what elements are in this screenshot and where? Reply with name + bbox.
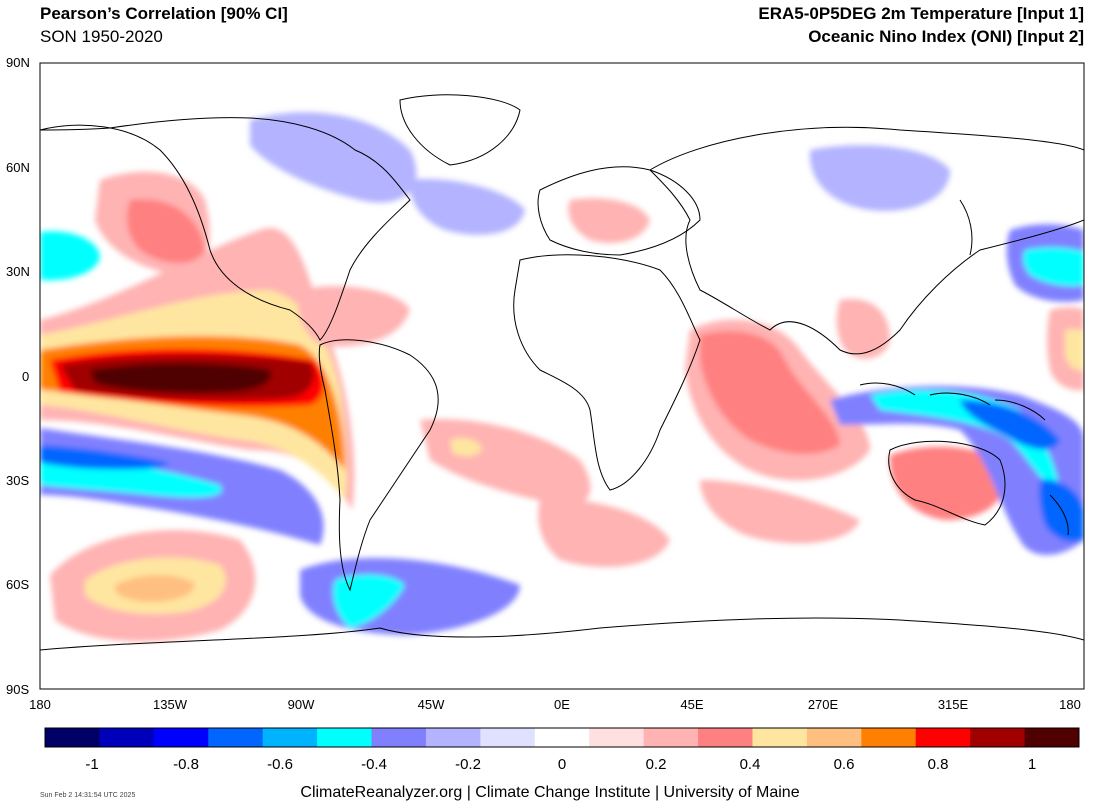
- nw-pacific-east-cyan: [1023, 247, 1084, 287]
- colorbar-swatch: [262, 728, 318, 747]
- maritime-negative-blue: [960, 400, 1060, 450]
- colorbar-swatch: [1024, 728, 1080, 747]
- south-atlantic-positive-2: [538, 499, 670, 568]
- indian-ocean-positive-mid: [700, 331, 840, 455]
- japan-outline: [959, 199, 973, 256]
- lat-label-90n: 90N: [6, 55, 30, 70]
- colorbar: [44, 727, 1080, 748]
- lon-label-270e: 270E: [807, 697, 839, 712]
- timestamp: Sun Feb 2 14:31:54 UTC 2025: [40, 792, 136, 799]
- canada-negative: [250, 112, 417, 203]
- colorbar-swatch: [698, 728, 753, 747]
- lon-label-180w: 180: [29, 697, 51, 712]
- colorbar-swatch: [317, 728, 373, 747]
- east-indian-ocean-positive: [700, 480, 860, 544]
- south-pacific-negative-blue: [40, 445, 170, 470]
- colorbar-swatch: [208, 728, 264, 747]
- colorbar-swatch: [371, 728, 427, 747]
- north-atlantic-negative: [409, 179, 525, 235]
- north-america-outline: [40, 117, 411, 341]
- lon-label-180e: 180: [1059, 697, 1081, 712]
- australia-positive: [889, 446, 1006, 520]
- colorbar-swatch: [153, 728, 209, 747]
- lat-label-60s: 60S: [6, 577, 30, 592]
- colorbar-swatch: [970, 728, 1026, 747]
- australia-outline: [888, 440, 1006, 526]
- europe-positive: [568, 198, 650, 244]
- lon-label-135w: 135W: [153, 697, 187, 712]
- colorbar-label-neg08: -0.8: [173, 756, 199, 773]
- antarctica-outline: [40, 617, 1084, 651]
- colorbar-swatch: [534, 728, 590, 747]
- europe-outline: [537, 166, 701, 256]
- lat-label-30s: 30S: [6, 473, 30, 488]
- colorbar-label-neg04: -0.4: [361, 756, 387, 773]
- nw-pacific-negative: [40, 231, 100, 281]
- lon-label-315e: 315E: [937, 697, 969, 712]
- lon-label-0e: 0E: [554, 697, 570, 712]
- colorbar-swatch: [425, 728, 481, 747]
- colorbar-swatch: [480, 728, 536, 747]
- colorbar-label-04: 0.4: [739, 756, 761, 773]
- north-pacific-positive-mid: [127, 199, 205, 264]
- colorbar-swatch: [806, 728, 862, 747]
- new-zealand-outline: [1049, 494, 1069, 536]
- colorbar-label-06: 0.6: [833, 756, 855, 773]
- map-frame: [39, 62, 1085, 690]
- colorbar-border: [44, 727, 1080, 748]
- colorbar-label-neg06: -0.6: [267, 756, 293, 773]
- greenland-outline: [399, 94, 521, 166]
- lon-label-90w: 90W: [287, 697, 315, 712]
- colorbar-label-neg02: -0.2: [455, 756, 481, 773]
- siberia-negative: [809, 145, 950, 211]
- atlantic-yellow-patch: [450, 438, 482, 457]
- colorbar-swatch: [589, 728, 645, 747]
- input-1-label: ERA5-0P5DEG 2m Temperature [Input 1]: [758, 4, 1084, 23]
- lat-label-0: 0: [22, 369, 30, 384]
- footer-credit: ClimateReanalyzer.org | Climate Change I…: [300, 784, 800, 801]
- drake-passage-cyan: [333, 574, 405, 628]
- lon-label-45w: 45W: [417, 697, 445, 712]
- east-edge-positive-mid: [1065, 329, 1084, 371]
- lat-label-30n: 30N: [6, 264, 30, 279]
- coastlines: [40, 94, 1084, 651]
- africa-outline: [513, 254, 701, 491]
- lat-label-90s: 90S: [6, 682, 30, 697]
- colorbar-swatch: [752, 728, 808, 747]
- lat-label-60n: 60N: [6, 160, 30, 175]
- correlation-field: [40, 63, 1084, 689]
- colorbar-label-neg1: -1: [85, 756, 99, 773]
- asia-outline: [649, 126, 1084, 355]
- colorbar-swatch: [99, 728, 155, 747]
- colorbar-label-02: 0.2: [645, 756, 667, 773]
- indonesia-outline: [859, 382, 1046, 421]
- colorbar-swatch: [45, 728, 100, 747]
- south-america-outline: [318, 339, 439, 592]
- colorbar-swatch: [861, 728, 917, 747]
- colorbar-label-1: 1: [1027, 756, 1037, 773]
- chart-title: Pearson’s Correlation [90% CI]: [40, 4, 288, 23]
- south-pacific-positive-core: [114, 574, 195, 603]
- colorbar-swatch: [643, 728, 699, 747]
- input-2-label: Oceanic Nino Index (ONI) [Input 2]: [808, 27, 1084, 46]
- colorbar-swatch: [915, 728, 971, 747]
- colorbar-label-0: 0: [557, 756, 567, 773]
- lon-label-45e: 45E: [680, 697, 704, 712]
- colorbar-label-08: 0.8: [927, 756, 949, 773]
- season-period: SON 1950-2020: [40, 27, 163, 46]
- se-asia-positive: [836, 299, 890, 359]
- pacific-positive-core: [90, 363, 271, 393]
